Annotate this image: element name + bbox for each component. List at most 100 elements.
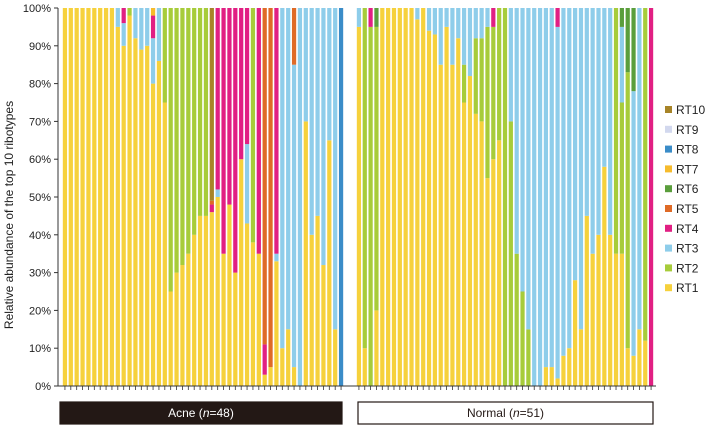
normal-bar-4-rt1 bbox=[374, 310, 379, 386]
y-tick-label: 100% bbox=[23, 3, 51, 15]
acne-bar-18-rt2 bbox=[162, 8, 167, 103]
acne-bar-30-rt1 bbox=[233, 272, 238, 386]
normal-bar-15-rt3 bbox=[438, 8, 443, 65]
acne-bar-26-rt5 bbox=[209, 200, 214, 205]
acne-bar-26-rt10 bbox=[209, 8, 214, 201]
legend-swatch-rt1 bbox=[665, 284, 672, 292]
acne-bar-37-rt3 bbox=[274, 253, 279, 262]
normal-bar-20-rt1 bbox=[467, 76, 473, 386]
normal-bar-14-rt3 bbox=[432, 8, 437, 35]
acne-bar-15-rt3 bbox=[145, 8, 150, 46]
normal-bar-21-rt2 bbox=[473, 38, 478, 114]
normal-bar-22-rt2 bbox=[479, 38, 484, 122]
normal-bar-39-rt3 bbox=[578, 8, 584, 330]
acne-bar-14-rt3 bbox=[139, 8, 144, 50]
acne-bar-17-rt1 bbox=[156, 60, 162, 387]
normal-bar-29-rt2 bbox=[520, 291, 525, 386]
normal-bar-12-rt1 bbox=[421, 8, 426, 386]
acne-bar-43-rt1 bbox=[309, 234, 314, 386]
acne-bar-32-rt4 bbox=[244, 8, 250, 145]
normal-bar-9-rt1 bbox=[403, 8, 408, 386]
legend-label-rt9: RT9 bbox=[676, 123, 699, 137]
acne-bar-31-rt1 bbox=[239, 159, 244, 386]
acne-bar-12-rt1 bbox=[127, 15, 132, 387]
normal-bar-45-rt2 bbox=[613, 8, 619, 254]
acne-bar-27-rt4 bbox=[215, 8, 220, 190]
normal-bar-15-rt1 bbox=[438, 64, 443, 386]
normal-bar-13-rt1 bbox=[426, 30, 432, 387]
normal-bar-24-rt1 bbox=[491, 159, 496, 386]
acne-bar-28-rt4 bbox=[221, 8, 226, 254]
normal-bar-30-rt3 bbox=[526, 8, 531, 330]
y-tick-label: 90% bbox=[29, 41, 51, 53]
normal-bar-31-rt3 bbox=[532, 8, 537, 386]
acne-bar-9-rt1 bbox=[109, 8, 115, 386]
acne-bar-5-rt1 bbox=[86, 8, 91, 386]
acne-bar-38-rt1 bbox=[280, 348, 285, 386]
normal-bar-23-rt1 bbox=[485, 178, 490, 386]
normal-bar-42-rt1 bbox=[596, 234, 601, 386]
acne-bar-20-rt2 bbox=[174, 8, 179, 273]
normal-bar-22-rt1 bbox=[479, 121, 484, 387]
acne-bar-8-rt1 bbox=[103, 8, 109, 386]
acne-bar-13-rt1 bbox=[133, 38, 138, 387]
legend-swatch-rt4 bbox=[665, 224, 672, 232]
acne-bar-45-rt1 bbox=[321, 265, 326, 386]
normal-bar-46-rt2 bbox=[619, 102, 624, 254]
normal-bar-49-rt1 bbox=[637, 329, 642, 386]
acne-bar-40-rt3 bbox=[291, 64, 297, 368]
normal-bar-36-rt1 bbox=[561, 355, 566, 386]
y-tick-label: 20% bbox=[29, 305, 51, 317]
acne-bar-22-rt1 bbox=[186, 253, 191, 386]
acne-bar-28-rt1 bbox=[221, 253, 226, 386]
acne-bar-7-rt1 bbox=[98, 8, 103, 386]
acne-bar-35-rt5 bbox=[262, 8, 267, 345]
acne-bar-31-rt4 bbox=[239, 8, 244, 160]
acne-bar-34-rt1 bbox=[256, 253, 261, 386]
legend-label-rt5: RT5 bbox=[676, 202, 699, 216]
acne-bar-25-rt2 bbox=[203, 8, 209, 216]
acne-bar-36-rt1 bbox=[268, 367, 273, 386]
legend-label-rt7: RT7 bbox=[676, 162, 699, 176]
normal-bar-17-rt1 bbox=[450, 64, 455, 386]
normal-bar-21-rt1 bbox=[473, 113, 478, 386]
group-label-normal: Normal (n=51) bbox=[467, 406, 544, 420]
normal-bar-41-rt3 bbox=[590, 8, 595, 254]
acne-bar-1-rt1 bbox=[62, 8, 68, 386]
acne-bar-11-rt1 bbox=[121, 45, 126, 387]
normal-bar-46-rt1 bbox=[619, 253, 624, 386]
acne-bar-3-rt1 bbox=[74, 8, 79, 386]
acne-bar-11-rt3 bbox=[121, 23, 126, 46]
normal-bar-16-rt1 bbox=[444, 26, 449, 387]
acne-bar-29-rt1 bbox=[227, 204, 232, 386]
normal-bar-48-rt6 bbox=[631, 8, 636, 92]
group-label-acne: Acne (n=48) bbox=[168, 406, 234, 420]
normal-bar-14-rt1 bbox=[432, 34, 437, 387]
acne-bar-42-rt1 bbox=[303, 121, 308, 387]
acne-bar-48-rt8 bbox=[338, 8, 344, 386]
normal-bar-47-rt1 bbox=[625, 348, 630, 386]
normal-bar-32-rt3 bbox=[537, 8, 543, 386]
normal-bar-25-rt2 bbox=[497, 8, 502, 141]
y-tick-label: 50% bbox=[29, 192, 51, 204]
normal-bar-48-rt3 bbox=[631, 91, 636, 356]
normal-bar-39-rt1 bbox=[578, 329, 584, 386]
y-tick-label: 70% bbox=[29, 116, 51, 128]
normal-bar-46-rt3 bbox=[619, 26, 624, 103]
normal-bar-13-rt3 bbox=[426, 8, 432, 31]
acne-bar-13-rt3 bbox=[133, 8, 138, 39]
acne-bar-41-rt3 bbox=[297, 8, 303, 386]
acne-bar-19-rt1 bbox=[168, 291, 173, 386]
bars-layer bbox=[62, 8, 654, 387]
acne-bar-45-rt3 bbox=[321, 8, 326, 266]
normal-bar-28-rt3 bbox=[514, 8, 519, 254]
normal-bar-36-rt3 bbox=[561, 8, 566, 356]
normal-bar-19-rt1 bbox=[461, 102, 467, 386]
acne-bar-14-rt1 bbox=[139, 49, 144, 386]
normal-bar-41-rt1 bbox=[590, 253, 595, 386]
acne-bar-46-rt1 bbox=[327, 140, 332, 386]
normal-bar-11-rt1 bbox=[415, 19, 420, 387]
legend-swatch-rt7 bbox=[665, 165, 672, 173]
acne-bar-32-rt1 bbox=[244, 223, 250, 386]
normal-bar-38-rt3 bbox=[573, 8, 578, 281]
